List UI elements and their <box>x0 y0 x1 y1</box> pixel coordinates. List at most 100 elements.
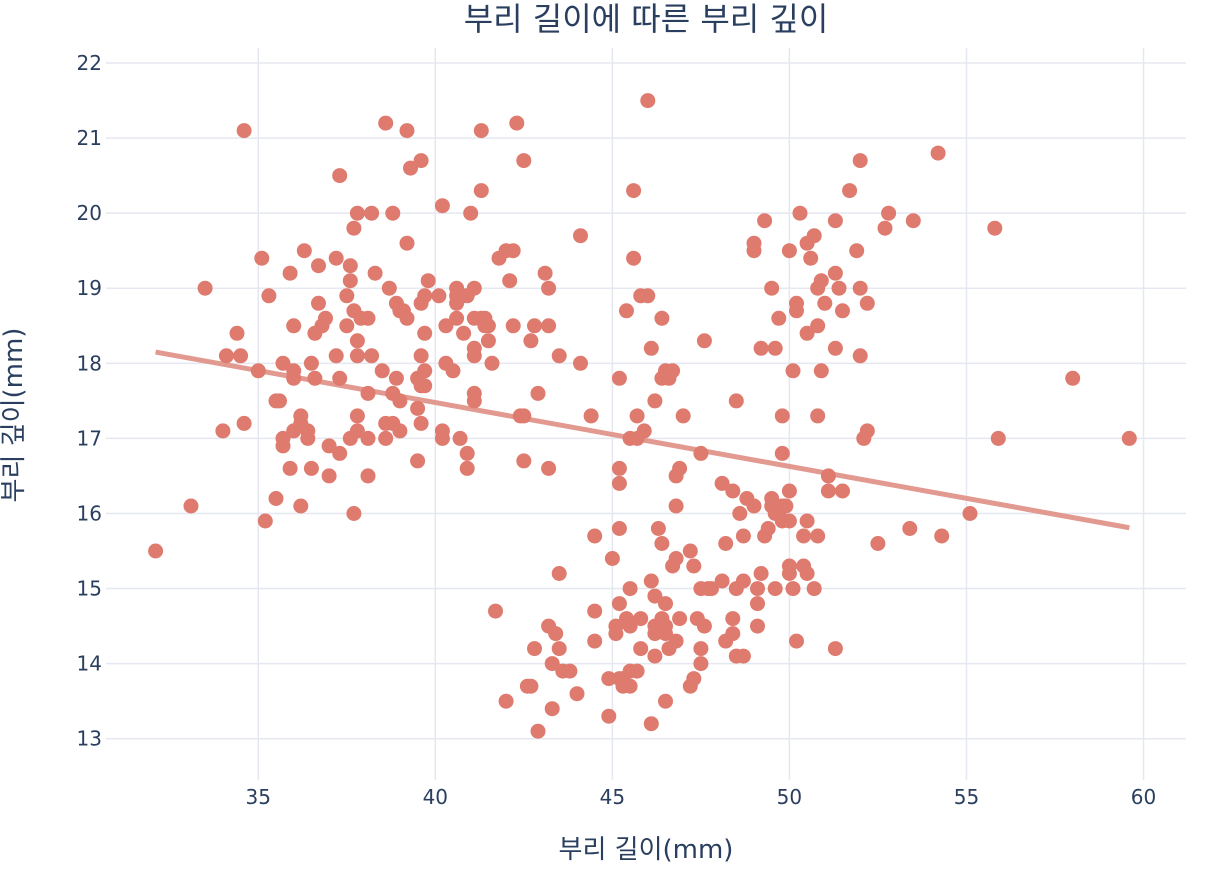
y-axis-ticks: 13 14 15 16 17 18 19 20 21 22 <box>77 51 102 751</box>
data-point <box>573 355 588 371</box>
data-point <box>813 273 829 289</box>
x-tick-label: 40 <box>423 785 448 809</box>
y-tick-label: 15 <box>77 577 102 601</box>
data-point <box>767 340 783 356</box>
data-point <box>480 333 496 349</box>
data-point <box>339 288 355 304</box>
data-point <box>789 295 804 311</box>
data-point <box>466 340 482 356</box>
data-point <box>672 611 688 627</box>
x-tick-label: 50 <box>777 785 802 809</box>
data-point <box>643 340 659 356</box>
data-point <box>286 363 302 379</box>
data-point <box>696 333 712 349</box>
data-point <box>650 521 666 536</box>
data-point <box>303 460 319 476</box>
data-point <box>611 370 627 386</box>
data-point <box>764 280 780 296</box>
grid-lines <box>106 48 1186 780</box>
data-point <box>799 325 815 341</box>
data-point <box>746 235 762 251</box>
data-point <box>934 528 950 544</box>
data-point <box>622 581 638 597</box>
data-point <box>827 641 843 657</box>
data-point <box>852 280 868 296</box>
data-point <box>236 123 252 139</box>
data-point <box>293 498 309 514</box>
data-point <box>431 288 447 304</box>
data-point <box>962 506 978 521</box>
data-point <box>1121 430 1137 446</box>
data-point <box>859 295 875 311</box>
data-point <box>480 318 496 334</box>
data-point <box>215 423 231 439</box>
data-point <box>399 235 415 251</box>
data-point <box>647 648 663 664</box>
data-point <box>502 273 518 289</box>
data-point <box>438 318 454 334</box>
data-point <box>930 145 946 161</box>
data-point <box>785 581 801 597</box>
data-point <box>672 460 688 476</box>
data-point <box>611 521 627 536</box>
data-point <box>275 430 291 446</box>
data-point <box>820 483 836 499</box>
data-point <box>658 596 673 612</box>
data-point <box>774 408 790 424</box>
data-point <box>183 498 199 514</box>
data-point <box>551 566 567 581</box>
y-tick-label: 17 <box>77 426 102 450</box>
data-point <box>548 626 564 642</box>
data-point <box>781 558 797 574</box>
data-point <box>799 513 815 529</box>
data-point <box>835 483 850 499</box>
data-point <box>459 460 475 476</box>
data-point <box>523 678 539 694</box>
data-point <box>806 581 822 597</box>
data-point <box>718 536 734 551</box>
data-point <box>484 355 500 371</box>
data-point <box>654 310 670 326</box>
data-point <box>859 423 875 439</box>
data-point <box>771 310 787 326</box>
data-point <box>835 303 850 319</box>
data-point <box>587 528 603 544</box>
data-point <box>413 348 429 364</box>
data-point <box>374 363 390 379</box>
y-tick-label: 20 <box>77 201 102 225</box>
data-point <box>318 310 333 326</box>
data-point <box>434 423 450 439</box>
data-point <box>364 205 380 221</box>
data-point <box>633 641 649 657</box>
data-point <box>250 363 266 379</box>
data-point <box>668 498 684 514</box>
data-point <box>852 348 868 364</box>
data-point <box>236 415 252 431</box>
data-point <box>197 280 213 296</box>
data-point <box>626 250 642 266</box>
data-point <box>417 363 433 379</box>
data-point <box>541 280 557 296</box>
data-point <box>544 701 560 717</box>
data-point <box>604 551 620 566</box>
data-point <box>658 693 673 709</box>
data-point <box>417 288 433 304</box>
data-point <box>527 318 542 334</box>
data-point <box>541 318 557 334</box>
data-point <box>268 491 284 506</box>
data-point <box>629 408 645 424</box>
data-point <box>413 153 429 169</box>
data-point <box>647 626 663 642</box>
data-point <box>452 430 468 446</box>
data-point <box>693 641 709 657</box>
data-point <box>360 310 376 326</box>
data-point <box>587 603 603 619</box>
data-point <box>732 506 748 521</box>
data-point <box>544 656 560 672</box>
y-tick-label: 22 <box>77 51 102 75</box>
data-point <box>473 183 489 199</box>
data-point <box>647 588 663 604</box>
data-point <box>810 528 826 544</box>
data-point <box>399 123 415 139</box>
data-point <box>633 611 649 627</box>
